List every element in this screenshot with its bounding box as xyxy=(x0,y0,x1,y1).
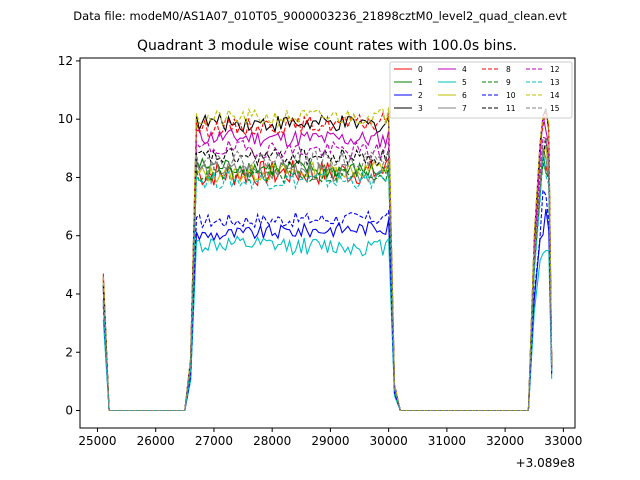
legend-label-8: 8 xyxy=(506,65,511,74)
legend-label-1: 1 xyxy=(418,78,423,87)
series-line-1 xyxy=(102,148,553,412)
x-tick-label: 25000 xyxy=(78,434,116,448)
x-tick-label: 28000 xyxy=(253,434,291,448)
y-tick-label: 6 xyxy=(65,229,73,243)
series-line-11 xyxy=(102,137,553,412)
legend-label-0: 0 xyxy=(418,65,423,74)
x-tick-label: 26000 xyxy=(137,434,175,448)
plot-area: 25000 26000 27000 28000 29000 30000 31000 32000… xyxy=(58,54,583,448)
y-axis-ticks: 0 2 4 6 8 10 12 xyxy=(58,54,80,418)
series-line-7 xyxy=(102,147,553,412)
legend-label-11: 11 xyxy=(506,104,516,113)
plot-frame xyxy=(79,57,576,429)
series-line-15 xyxy=(102,136,553,412)
legend-frame xyxy=(389,61,573,119)
legend-label-3: 3 xyxy=(418,104,423,113)
x-tick-label: 32000 xyxy=(486,434,524,448)
legend-label-10: 10 xyxy=(506,91,516,100)
series-line-2 xyxy=(102,208,553,412)
y-tick-label: 4 xyxy=(65,287,73,301)
series-line-0 xyxy=(102,156,553,412)
x-offset-label: +3.089e8 xyxy=(516,456,575,470)
series-group xyxy=(102,107,553,412)
y-tick-label: 10 xyxy=(58,112,73,126)
series-line-3 xyxy=(102,108,553,412)
series-line-12 xyxy=(102,136,553,412)
legend-label-12: 12 xyxy=(550,65,560,74)
legend-label-6: 6 xyxy=(462,91,467,100)
series-line-4 xyxy=(102,114,553,412)
x-tick-label: 33000 xyxy=(544,434,582,448)
chart-title: Quadrant 3 module wise count rates with … xyxy=(137,38,517,54)
legend-label-5: 5 xyxy=(462,78,467,87)
x-tick-label: 29000 xyxy=(311,434,349,448)
y-tick-label: 2 xyxy=(65,345,73,359)
series-line-5 xyxy=(102,235,553,412)
x-tick-label: 31000 xyxy=(428,434,466,448)
series-line-13 xyxy=(102,150,553,412)
legend-label-7: 7 xyxy=(462,104,467,113)
legend-label-2: 2 xyxy=(418,91,423,100)
series-line-10 xyxy=(102,188,553,412)
y-tick-label: 0 xyxy=(65,404,73,418)
series-line-14 xyxy=(102,107,553,412)
series-line-9 xyxy=(102,162,553,412)
chart-suptitle: Data file: modeM0/AS1A07_010T05_90000032… xyxy=(73,9,567,23)
x-axis-ticks: 25000 26000 27000 28000 29000 30000 31000 32000… xyxy=(78,428,582,448)
y-tick-label: 12 xyxy=(58,54,73,68)
legend-label-14: 14 xyxy=(550,91,560,100)
x-tick-label: 30000 xyxy=(370,434,408,448)
legend-label-15: 15 xyxy=(550,104,560,113)
legend-label-9: 9 xyxy=(506,78,511,87)
legend-label-13: 13 xyxy=(550,78,560,87)
legend-label-4: 4 xyxy=(462,65,467,74)
series-line-8 xyxy=(102,110,553,412)
x-tick-label: 27000 xyxy=(195,434,233,448)
y-tick-label: 8 xyxy=(65,170,73,184)
